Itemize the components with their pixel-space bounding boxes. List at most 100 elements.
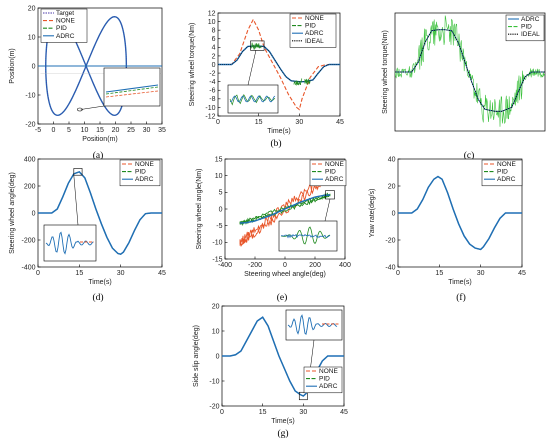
y-tick-label: 8 [212, 28, 216, 35]
x-tick-label: 15 [259, 409, 267, 416]
x-tick-label: 30 [299, 409, 307, 416]
subplot-caption: (f) [456, 292, 466, 303]
y-tick-label: -20 [25, 121, 35, 128]
y-tick-label: -15 [212, 256, 222, 263]
y-tick-label: 10 [28, 34, 36, 41]
legend-entry: NONE [497, 161, 516, 168]
zoom-marker [250, 40, 265, 51]
inset-pid [229, 94, 276, 106]
y-tick-label: 200 [24, 183, 36, 190]
x-tick-label: 10 [81, 127, 89, 134]
legend-entry: IDEAL [305, 38, 324, 45]
y-tick-label: 20 [212, 303, 220, 310]
series-adrc [38, 170, 162, 255]
x-tick-label: 45 [340, 409, 348, 416]
chart-a: -5 0 5 10 15 20 25 30 35 -20 -10 0 10 20 Position(m) Po… [9, 5, 166, 161]
y-axis-label: Steering wheel torque(Nm) [189, 23, 196, 107]
x-tick-label: 45 [518, 270, 526, 277]
x-tick-label: 0 [216, 119, 220, 126]
y-axis-label: Yaw rate(deg/s) [369, 189, 376, 238]
x-tick-label: 0 [52, 127, 56, 134]
x-axis-label: Time(s) [271, 418, 294, 425]
y-tick-label: 20 [388, 183, 396, 190]
y-axis-label: Position(m) [9, 48, 16, 83]
inset-adrc [287, 314, 338, 336]
x-tick-label: 400 [339, 262, 351, 269]
chart-g: 0 15 30 45 -20 -10 0 10 20 Time(s) Side slip angle… [193, 303, 348, 439]
legend-entry: ADRC [521, 16, 540, 23]
series-pid [250, 42, 262, 51]
legend-entry: NONE [305, 15, 324, 22]
legend-entry: IDEAL [521, 31, 540, 38]
x-tick-label: 45 [158, 270, 166, 277]
y-tick-label: 400 [24, 156, 36, 163]
x-tick-label: -400 [218, 262, 232, 269]
x-tick-label: 30 [117, 270, 125, 277]
x-tick-label: 15 [75, 270, 83, 277]
chart-f: 0 15 30 45 -40 -20 0 20 40 Time(s) Yaw rate(deg/s)… [369, 156, 526, 303]
x-tick-label: 0 [36, 270, 40, 277]
y-axis-label: Steering wheel angle(Nm) [196, 169, 203, 250]
legend-entry: NONE [135, 161, 154, 168]
chart-d: 0 15 30 45 -400 -200 0 200 400 Time(s) Steering wh… [9, 156, 166, 303]
series-adrc [218, 45, 340, 83]
legend-entry: ADRC [497, 176, 516, 183]
y-tick-label: -200 [21, 237, 35, 244]
inset-adrc [45, 231, 94, 255]
x-tick-label: 25 [127, 127, 135, 134]
y-tick-label: 0 [219, 206, 223, 213]
x-tick-label: -5 [35, 127, 41, 134]
legend-entry: PID [325, 169, 336, 176]
legend-entry: NONE [56, 18, 75, 25]
legend-entry: PID [497, 169, 508, 176]
y-tick-label: -10 [212, 240, 222, 247]
y-tick-label: 10 [208, 19, 216, 26]
subplot-caption: (c) [464, 150, 475, 161]
legend-box [40, 8, 88, 43]
x-tick-label: 15 [96, 127, 104, 134]
chart-e: -400 -200 0 200 400 -15 -10 -5 0 5 10 15 Steering wh… [196, 156, 351, 303]
zoom-connector [80, 105, 105, 110]
subplot-caption: (b) [270, 138, 281, 149]
legend-entry: PID [305, 23, 316, 30]
x-tick-label: 45 [336, 119, 344, 126]
legend-entry: PID [521, 24, 532, 31]
inset-adrc [229, 95, 276, 103]
x-axis-label: Time(s) [267, 128, 290, 135]
x-tick-label: 0 [220, 409, 224, 416]
x-axis-label: Position(m) [82, 136, 117, 143]
subplot-caption: (a) [93, 150, 104, 161]
y-tick-label: 40 [388, 156, 396, 163]
y-tick-label: -10 [205, 105, 215, 112]
subplot-caption: (d) [92, 292, 103, 303]
legend-entry: NONE [325, 161, 344, 168]
y-tick-label: -4 [209, 79, 215, 86]
inset-adrc [105, 84, 159, 93]
legend-box [119, 159, 161, 187]
y-tick-label: 6 [212, 36, 216, 43]
subplot-caption: (g) [277, 428, 288, 439]
x-tick-label: 30 [295, 119, 303, 126]
y-tick-label: -20 [209, 403, 219, 410]
subplot-caption: (e) [277, 292, 288, 303]
legend-box [481, 159, 523, 187]
series-adrc [239, 194, 331, 224]
legend-box [289, 13, 337, 48]
series-pid [293, 78, 303, 86]
y-tick-label: 10 [212, 328, 220, 335]
y-axis-label: Steering wheel torque(Nm) [382, 30, 389, 114]
x-tick-label: 30 [477, 270, 485, 277]
y-tick-label: -8 [209, 96, 215, 103]
y-tick-label: -2 [209, 70, 215, 77]
y-tick-label: -40 [385, 264, 395, 271]
y-tick-label: -6 [209, 88, 215, 95]
inset-frame [285, 309, 343, 341]
